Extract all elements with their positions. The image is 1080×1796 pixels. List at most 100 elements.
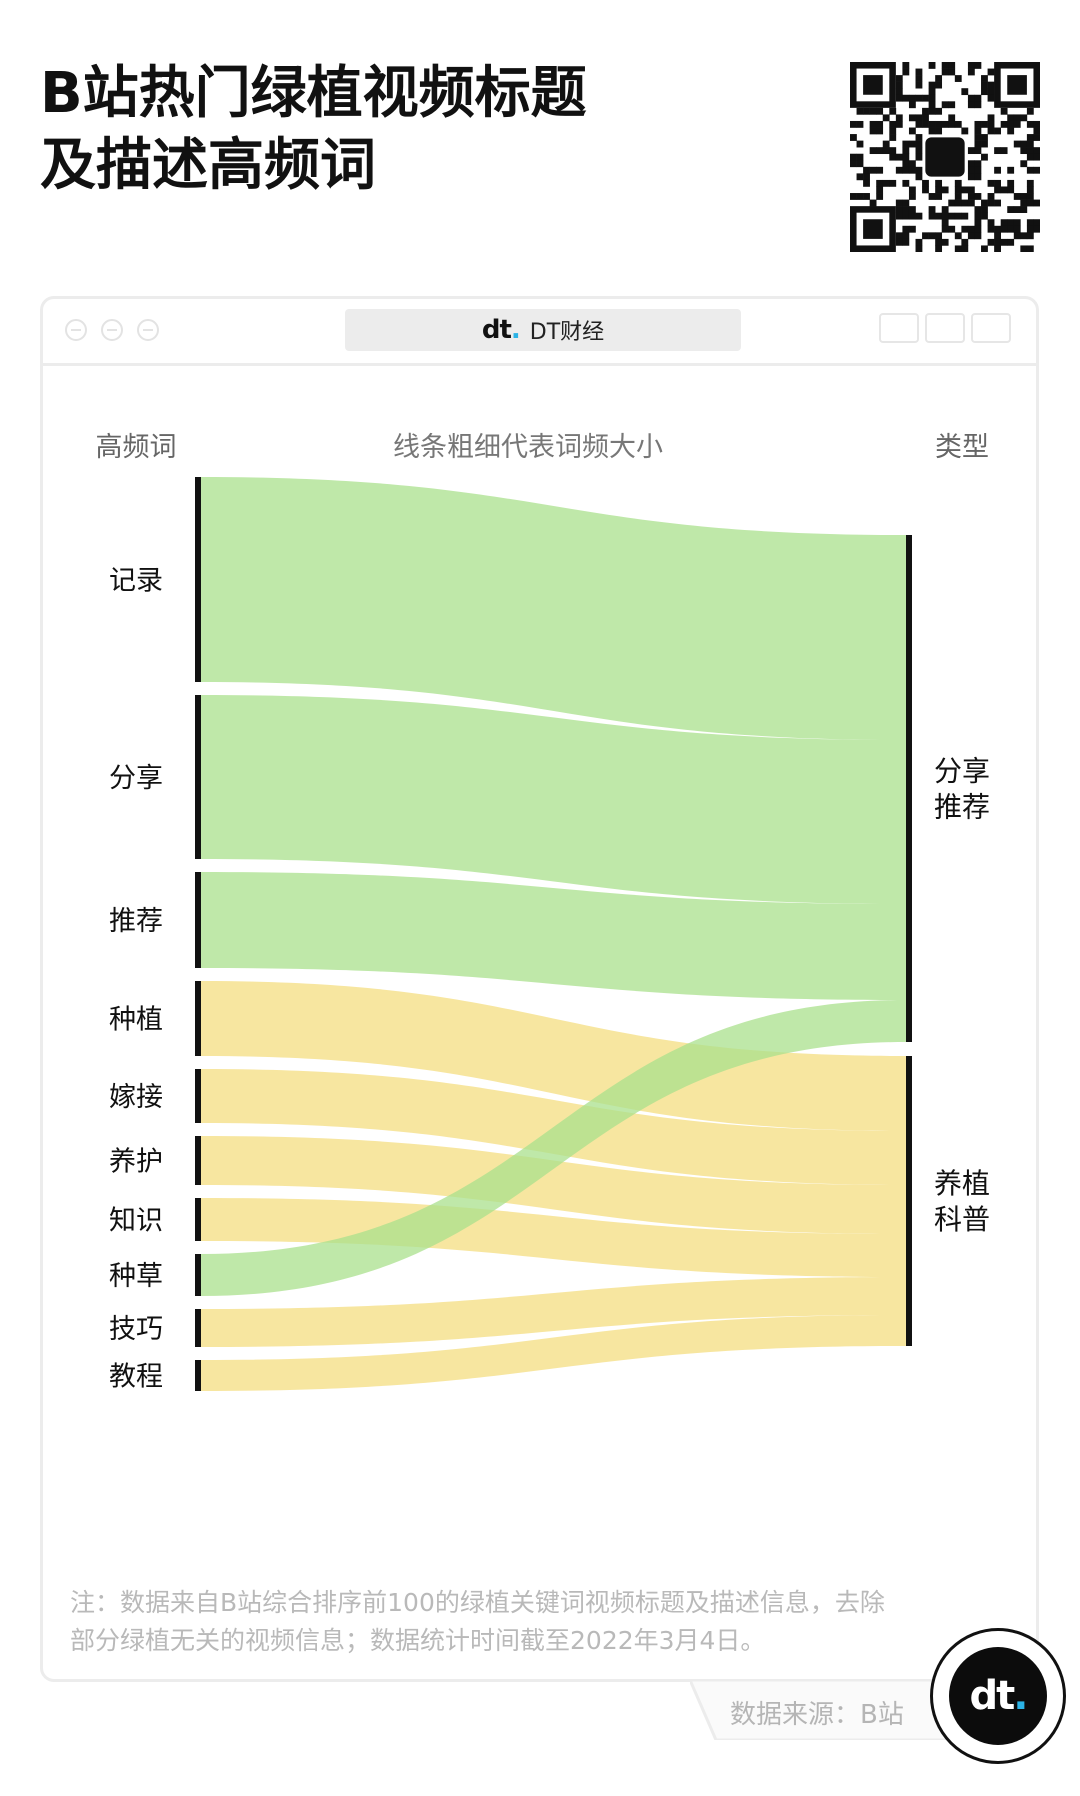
- qr-module: [876, 107, 884, 115]
- qr-module: [908, 160, 916, 168]
- qr-module: [1013, 219, 1021, 227]
- qr-module: [915, 94, 923, 102]
- qr-module: [1020, 193, 1028, 200]
- qr-module: [908, 114, 916, 122]
- data-source: 数据来源：B站: [730, 1700, 904, 1730]
- sankey-link-7: [201, 1198, 906, 1277]
- qr-module: [869, 107, 877, 115]
- target-bar-2: [906, 1056, 912, 1346]
- qr-module: [961, 245, 969, 252]
- qr-module: [941, 219, 949, 227]
- qr-module: [902, 94, 910, 102]
- qr-module: [935, 193, 943, 200]
- qr-module: [1026, 219, 1034, 227]
- qr-module: [974, 134, 982, 141]
- qr-module: [902, 238, 910, 246]
- qr-module: [1020, 232, 1028, 240]
- qr-module: [981, 120, 988, 128]
- source-bar-4: [195, 981, 201, 1056]
- qr-module: [935, 245, 943, 252]
- qr-module: [1026, 107, 1034, 115]
- qr-module: [948, 199, 956, 207]
- qr-module: [967, 173, 975, 181]
- qr-module: [869, 127, 877, 135]
- qr-module: [902, 225, 910, 233]
- qr-module: [1013, 232, 1021, 240]
- dt-badge[interactable]: dt.: [930, 1628, 1066, 1764]
- qr-module: [895, 120, 903, 128]
- right-header: 类型: [935, 432, 989, 463]
- qr-module: [948, 225, 956, 233]
- qr-module: [856, 173, 864, 181]
- qr-module: [981, 88, 988, 96]
- qr-module: [967, 147, 975, 155]
- qr-module: [1020, 140, 1028, 148]
- qr-module: [1026, 232, 1034, 240]
- qr-module: [882, 179, 890, 187]
- qr-module: [876, 120, 884, 128]
- qr-module: [1000, 186, 1008, 194]
- qr-module: [850, 160, 857, 168]
- qr-module: [1013, 225, 1021, 233]
- qr-module: [856, 153, 864, 161]
- source-tab-shape: [690, 1680, 980, 1740]
- qr-module: [902, 166, 910, 174]
- qr-module: [967, 68, 975, 76]
- tab-logo-text: dt: [481, 315, 512, 345]
- qr-module: [856, 120, 864, 128]
- qr-module: [954, 179, 962, 187]
- qr-module: [1026, 193, 1034, 200]
- qr-module: [1026, 147, 1034, 155]
- record-icon[interactable]: [879, 313, 919, 343]
- qr-module: [1007, 225, 1015, 233]
- qr-module: [935, 186, 943, 194]
- qr-module: [1026, 225, 1034, 233]
- qr-module: [876, 166, 884, 174]
- tab-label: DT财经: [529, 320, 605, 345]
- qr-module: [895, 81, 903, 89]
- copy-icon[interactable]: [971, 313, 1011, 343]
- qr-module: [974, 120, 982, 128]
- qr-module: [981, 212, 988, 220]
- minimize-icon[interactable]: [101, 319, 123, 341]
- qr-module: [948, 62, 956, 69]
- source-bar-7: [195, 1198, 201, 1241]
- qr-module: [908, 212, 916, 220]
- title-line-1: B站热门绿植视频标题: [40, 61, 587, 126]
- qr-module: [928, 193, 936, 200]
- qr-module: [974, 206, 982, 213]
- qr-module: [876, 179, 884, 187]
- qr-module: [1026, 166, 1034, 174]
- qr-module: [902, 147, 910, 155]
- source-bar-8: [195, 1254, 201, 1296]
- qr-module: [974, 140, 982, 148]
- qr-module: [981, 153, 988, 161]
- qr-module: [994, 238, 1001, 246]
- source-bar-2: [195, 695, 201, 859]
- qr-module: [961, 238, 969, 246]
- qr-module: [994, 232, 1001, 240]
- qr-module: [974, 127, 982, 135]
- qr-module: [1033, 127, 1040, 135]
- maximize-icon[interactable]: [137, 319, 159, 341]
- source-label-1: 记录: [109, 566, 163, 597]
- sankey-link-10: [201, 1315, 906, 1391]
- qr-module: [928, 127, 936, 135]
- qr-module: [876, 193, 884, 200]
- qr-module: [908, 193, 916, 200]
- close-icon[interactable]: [65, 319, 87, 341]
- qr-module: [915, 238, 923, 246]
- qr-module: [941, 101, 949, 109]
- qr-module: [981, 75, 988, 82]
- qr-module: [876, 186, 884, 194]
- qr-module: [908, 186, 916, 194]
- qr-module: [1013, 140, 1021, 148]
- source-label-5: 嫁接: [109, 1082, 163, 1113]
- share-icon[interactable]: [925, 313, 965, 343]
- qr-module: [889, 147, 897, 155]
- window-tab[interactable]: dt. DT财经: [345, 309, 741, 351]
- qr-module: [967, 94, 975, 102]
- qr-module: [935, 212, 943, 220]
- qr-module: [1013, 114, 1021, 122]
- source-bar-3: [195, 872, 201, 968]
